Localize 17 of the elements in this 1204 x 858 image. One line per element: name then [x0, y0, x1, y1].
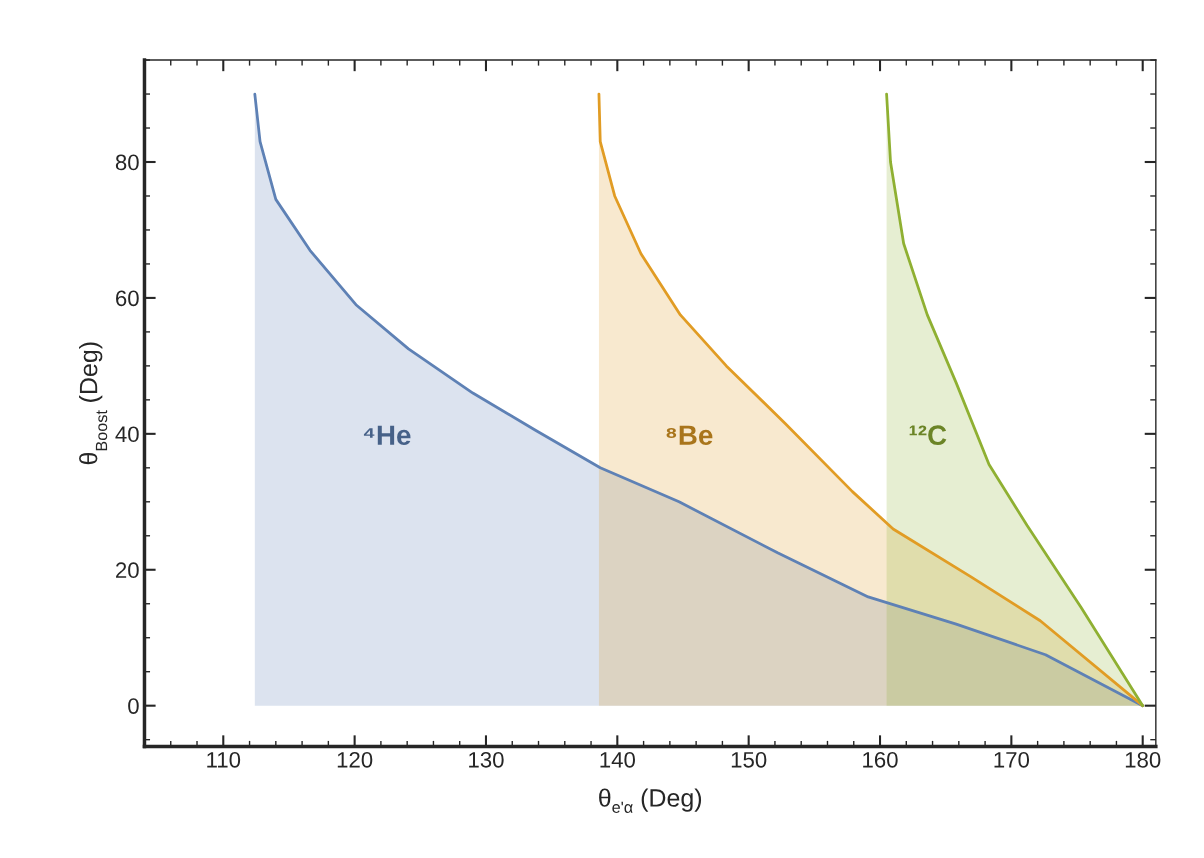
y-tick-label: 60: [116, 290, 139, 307]
x-tick-label: 180: [1125, 751, 1161, 768]
x-tick-label: 170: [994, 751, 1030, 768]
y-tick-label: 0: [128, 698, 139, 714]
x-tick-label: 150: [731, 751, 767, 768]
x-tick-label: 160: [863, 751, 898, 768]
series-label: ⁸Be: [666, 425, 713, 446]
series-label: ¹²C: [909, 425, 947, 446]
y-tick-label: 80: [115, 154, 139, 171]
y-axis-title: θBoost (Deg): [79, 342, 108, 465]
series-label: ⁴He: [363, 425, 411, 446]
x-tick-label: 130: [469, 751, 504, 768]
x-tick-label: 110: [207, 751, 241, 768]
x-tick-label: 140: [600, 751, 635, 768]
y-tick-label: 20: [116, 562, 139, 579]
x-tick-label: 120: [337, 751, 373, 768]
y-tick-label: 40: [115, 426, 139, 443]
